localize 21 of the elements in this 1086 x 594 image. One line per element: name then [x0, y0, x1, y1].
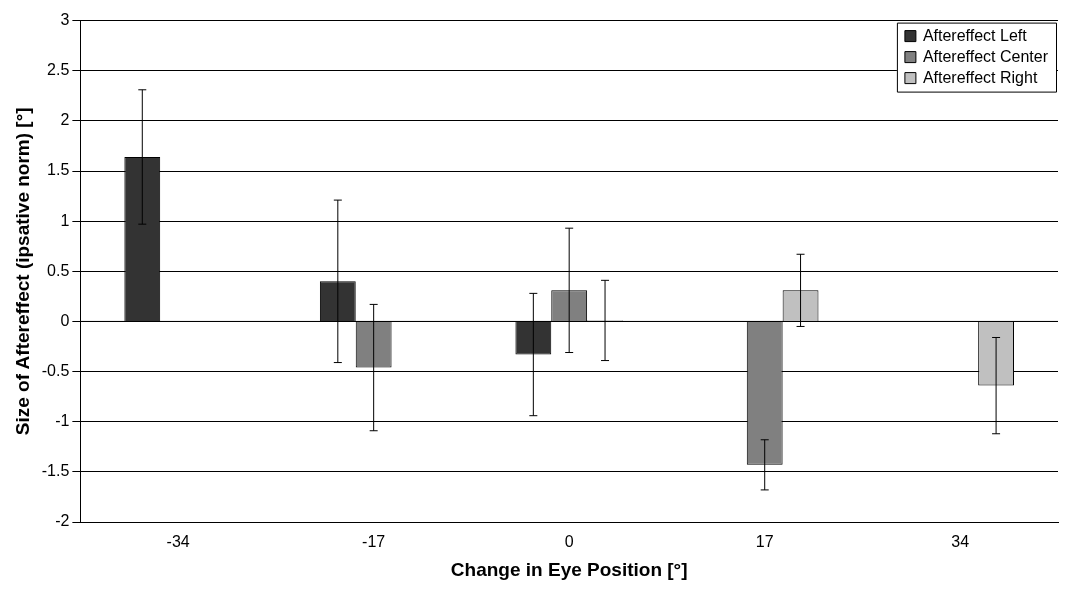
y-tick-label: 1.5 — [47, 161, 70, 179]
x-tick-label: 17 — [755, 533, 774, 551]
x-tick-label: 34 — [951, 533, 970, 551]
legend-label: Aftereffect Center — [922, 48, 1049, 66]
x-tick-label: -34 — [166, 533, 190, 551]
y-tick-label: -2 — [55, 512, 70, 530]
legend-label: Aftereffect Left — [922, 27, 1028, 45]
x-tick-label: -17 — [362, 533, 386, 551]
x-tick-label: 0 — [564, 533, 574, 551]
y-axis-title: Size of Aftereffect (ipsative norm) [°] — [11, 107, 33, 436]
y-tick-label: 2 — [60, 111, 70, 129]
y-tick-label: -0.5 — [41, 361, 70, 379]
y-tick-label: 2.5 — [47, 61, 70, 79]
x-axis-title: Change in Eye Position [°] — [450, 558, 688, 580]
y-tick-label: -1.5 — [41, 462, 70, 480]
y-tick-label: 0 — [60, 311, 70, 329]
y-tick-label: -1 — [55, 412, 70, 430]
y-tick-label: 0.5 — [47, 261, 70, 279]
legend-label: Aftereffect Right — [922, 69, 1038, 87]
y-tick-label: 1 — [60, 211, 70, 229]
y-tick-label: 3 — [60, 11, 70, 29]
